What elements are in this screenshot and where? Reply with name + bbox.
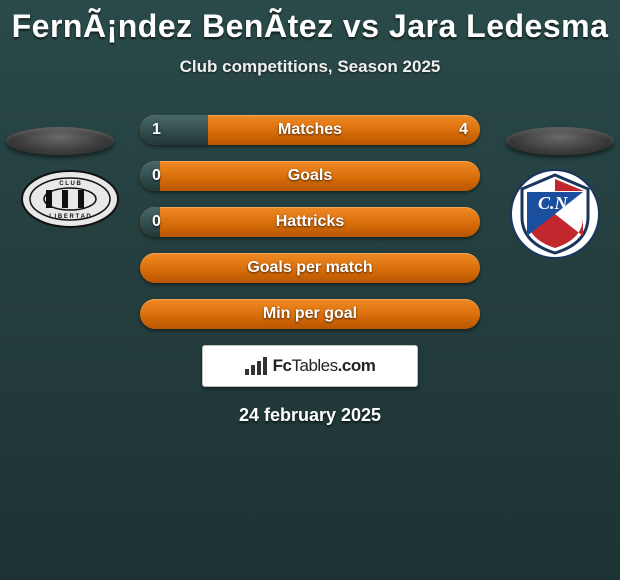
player-shadow-left	[6, 127, 114, 155]
stat-label: Goals per match	[140, 253, 480, 283]
stat-label: Goals	[140, 161, 480, 191]
svg-text:C L U B: C L U B	[59, 181, 81, 187]
club-badge-right: C.N.	[510, 169, 600, 259]
svg-text:C.N.: C.N.	[538, 193, 572, 213]
stat-label: Hattricks	[140, 207, 480, 237]
stat-bar-min-per-goal: Min per goal	[140, 299, 480, 329]
stat-bars: 1 Matches 4 0 Goals 0 Hattricks Goals pe…	[140, 115, 480, 329]
player-shadow-right	[506, 127, 614, 155]
stat-bar-matches: 1 Matches 4	[140, 115, 480, 145]
brand-chart-icon	[245, 357, 267, 375]
stat-bar-goals: 0 Goals	[140, 161, 480, 191]
brand-text: FcTables.com	[273, 356, 376, 376]
stat-bar-hattricks: 0 Hattricks	[140, 207, 480, 237]
stat-value-right: 4	[459, 115, 468, 145]
snapshot-date: 24 february 2025	[0, 405, 620, 426]
stat-bar-goals-per-match: Goals per match	[140, 253, 480, 283]
stat-label: Min per goal	[140, 299, 480, 329]
page-subtitle: Club competitions, Season 2025	[0, 57, 620, 77]
stat-label: Matches	[140, 115, 480, 145]
svg-text:L I B E R T A D: L I B E R T A D	[49, 214, 91, 220]
club-badge-left: C L U B L I B E R T A D	[20, 169, 120, 229]
page-title: FernÃ¡ndez BenÃ­tez vs Jara Ledesma	[0, 0, 620, 45]
brand-box: FcTables.com	[202, 345, 418, 387]
comparison-content: C L U B L I B E R T A D C.N.	[0, 115, 620, 426]
